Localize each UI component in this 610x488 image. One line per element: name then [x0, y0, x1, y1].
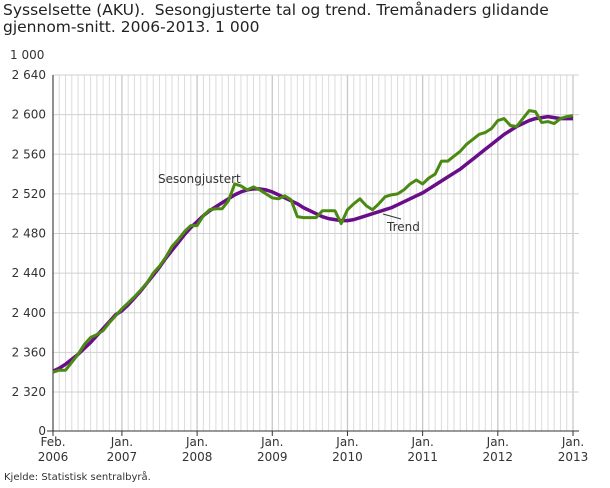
y-tick-label: 2 480 [12, 227, 46, 241]
y-tick-label: 2 360 [12, 345, 46, 359]
x-tick-label: Feb. [40, 435, 65, 449]
x-tick-label: Jan. [410, 435, 433, 449]
x-tick-label: Jan. [561, 435, 584, 449]
x-tick-label: 2006 [38, 450, 69, 464]
source-note: Kjelde: Statistisk sentralbyrå. [4, 472, 151, 483]
x-tick-label: Jan. [185, 435, 208, 449]
y-tick-label: 2 520 [12, 187, 46, 201]
y-tick-label: 2 320 [12, 385, 46, 399]
x-tick-label: 2011 [407, 450, 438, 464]
unit-label: 1 000 [10, 48, 45, 62]
y-tick-label: 2 440 [12, 266, 46, 280]
y-tick-label: 2 600 [12, 108, 46, 122]
series-line-trend [52, 114, 573, 373]
trend-label-leader [382, 213, 402, 220]
y-tick-label: 0 [38, 424, 46, 438]
x-tick-label: Jan. [335, 435, 358, 449]
x-tick-label: 2010 [332, 450, 363, 464]
x-tick-label: 2013 [558, 450, 589, 464]
chart-title: Sysselsette (AKU). Sesongjusterte tal og… [3, 1, 554, 36]
series-line-sesongjustert [52, 109, 574, 374]
x-tick-label: Jan. [486, 435, 509, 449]
x-tick-label: 2012 [483, 450, 514, 464]
x-tick-label: 2007 [107, 450, 138, 464]
y-tick-label: 2 640 [12, 68, 46, 82]
series-label-trend: Trend [386, 220, 420, 234]
series-label-sesongjustert: Sesongjustert [158, 172, 241, 186]
x-tick-label: 2009 [257, 450, 288, 464]
x-tick-label: 2008 [182, 450, 213, 464]
x-tick-label: Jan. [260, 435, 283, 449]
y-tick-label: 2 400 [12, 306, 46, 320]
x-tick-label: Jan. [110, 435, 133, 449]
y-tick-label: 2 560 [12, 147, 46, 161]
